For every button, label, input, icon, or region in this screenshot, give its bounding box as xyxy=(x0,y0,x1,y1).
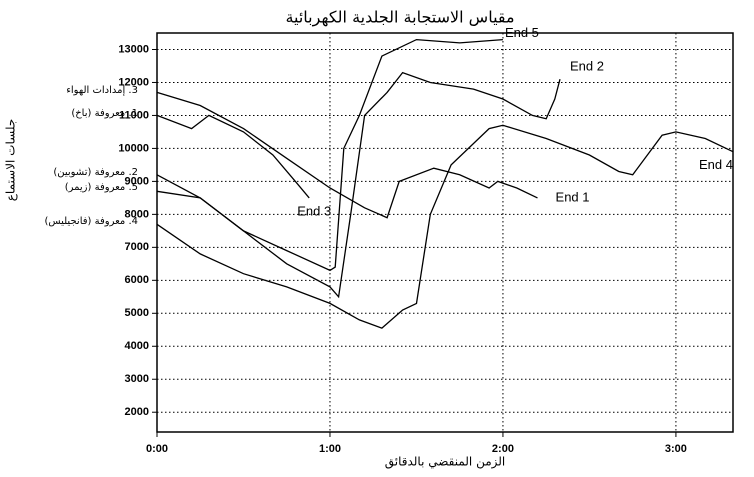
y-tick-label: 9000 xyxy=(125,175,149,187)
legend-label: 5. معروفة (زيمر) xyxy=(65,182,138,193)
x-tick-label: 0:00 xyxy=(146,443,168,455)
y-tick-label: 8000 xyxy=(125,208,149,220)
series-line xyxy=(156,71,561,299)
y-tick-label: 6000 xyxy=(125,274,149,286)
x-axis-label: الزمن المنقضي بالدقائق xyxy=(385,455,506,470)
end-label: End 5 xyxy=(505,25,539,40)
y-tick-label: 11000 xyxy=(119,109,149,121)
plot-frame xyxy=(156,32,734,433)
y-tick-label: 12000 xyxy=(118,76,149,88)
chart-title: مقياس الاستجابة الجلدية الكهربائية xyxy=(285,8,514,28)
legend-label: 3. إمدادات الهواء xyxy=(66,85,138,96)
end-label: End 2 xyxy=(570,59,604,74)
end-label: End 1 xyxy=(556,189,590,204)
y-tick-label: 5000 xyxy=(125,307,149,319)
y-tick-label: 2000 xyxy=(125,406,149,418)
y-tick-label: 4000 xyxy=(125,340,149,352)
series-line xyxy=(156,91,538,219)
end-label: End 3 xyxy=(297,203,331,218)
series-line xyxy=(156,38,503,272)
legend-label: 4. معروفة (فانجيليس) xyxy=(44,216,138,227)
legend-label: 2. معروفة (تشوبين) xyxy=(53,167,138,178)
series-line xyxy=(156,114,310,199)
legend-label: 1. معروفة (باخ) xyxy=(71,108,138,119)
y-tick-label: 10000 xyxy=(118,142,149,154)
y-tick-label: 7000 xyxy=(125,241,149,253)
end-label: End 4 xyxy=(699,157,733,172)
series-line xyxy=(156,124,734,329)
y-tick-label: 13000 xyxy=(118,43,149,55)
x-tick-label: 2:00 xyxy=(492,443,514,455)
x-tick-label: 3:00 xyxy=(665,443,687,455)
x-tick-label: 1:00 xyxy=(319,443,341,455)
y-tick-label: 3000 xyxy=(125,373,149,385)
y-axis-label: جلسات الاستماع xyxy=(4,119,18,201)
